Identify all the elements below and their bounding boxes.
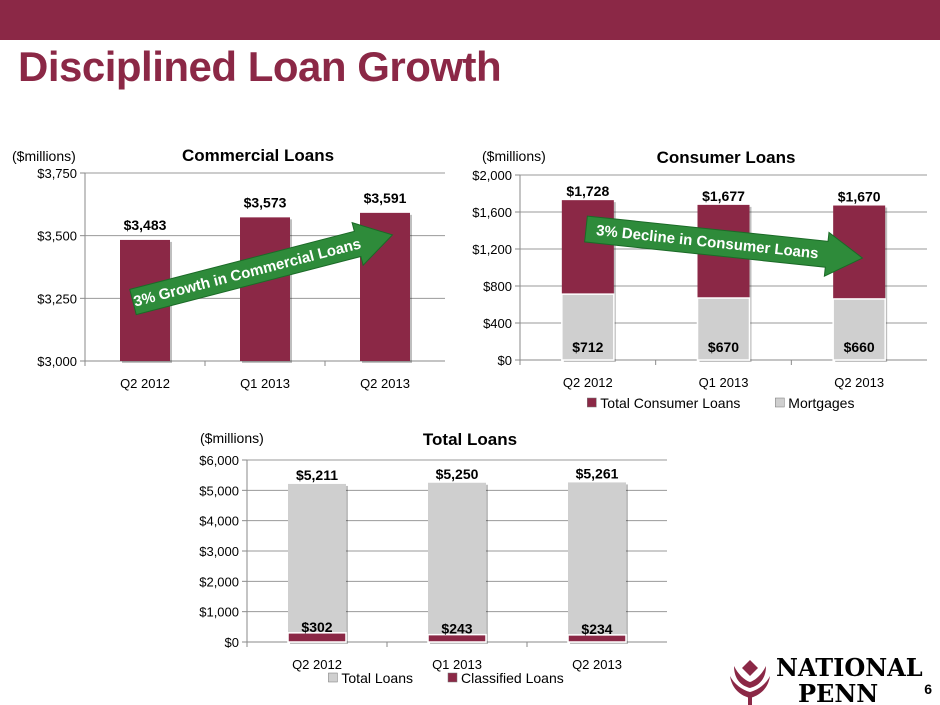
x-tick-label: Q1 2013: [432, 657, 482, 672]
commercial-units-label: ($millions): [12, 148, 76, 164]
total-units-label: ($millions): [200, 430, 264, 446]
commercial-chart-title: Commercial Loans: [182, 146, 334, 165]
legend-swatch: [775, 397, 785, 408]
data-label: $1,677: [702, 188, 745, 204]
x-tick-label: Q1 2013: [240, 376, 290, 391]
legend-entry: Mortgages: [788, 395, 854, 411]
slide-title: Disciplined Loan Growth: [18, 43, 502, 90]
legend-swatch: [587, 397, 597, 408]
bar-commercial: [120, 239, 170, 361]
data-label: $712: [572, 339, 603, 355]
y-tick-label: $2,000: [472, 168, 512, 183]
bar-mortgages: [696, 297, 751, 361]
bar-commercial: [240, 217, 290, 361]
legend-entry: Classified Loans: [461, 670, 564, 686]
bar-commercial: [360, 212, 410, 361]
y-tick-label: $3,500: [37, 229, 77, 244]
legend-entry: Total Consumer Loans: [600, 395, 740, 411]
y-tick-label: $3,250: [37, 291, 77, 306]
data-label: $243: [441, 621, 472, 637]
x-tick-label: Q2 2012: [120, 376, 170, 391]
commercial-loans-chart: ($millions) Commercial Loans $3,000 $3,25…: [12, 146, 445, 391]
data-label: $3,573: [244, 194, 287, 210]
data-label: $1,670: [838, 189, 881, 205]
bar-mortgages: [832, 298, 886, 361]
data-label: $660: [844, 339, 875, 355]
y-tick-label: $3,750: [37, 166, 77, 181]
x-tick-label: Q2 2013: [834, 375, 884, 390]
data-label: $302: [301, 619, 332, 635]
y-tick-label: $1,200: [472, 242, 512, 257]
logo-line-2: PENN: [798, 679, 878, 705]
consumer-chart-title: Consumer Loans: [657, 148, 796, 167]
page-number: 6: [924, 681, 932, 697]
data-label: $3,483: [124, 217, 167, 233]
tulip-icon: [730, 660, 770, 705]
bar-total-loans: [288, 483, 346, 642]
legend-swatch: [328, 672, 338, 683]
data-label: $234: [581, 621, 612, 637]
logo-line-1: NATIONAL: [776, 653, 923, 682]
data-label: $5,211: [296, 467, 338, 483]
y-tick-label: $0: [225, 635, 239, 650]
bar-classified-loans: [287, 632, 347, 643]
total-chart-title: Total Loans: [423, 430, 517, 449]
bar-classified-loans: [567, 634, 627, 643]
bar-mortgages: [561, 293, 615, 361]
consumer-units-label: ($millions): [482, 148, 546, 164]
data-label: $3,591: [364, 190, 407, 206]
top-banner: [0, 0, 940, 40]
data-label: $670: [708, 339, 739, 355]
bar-classified-loans: [427, 633, 487, 643]
legend-swatch: [447, 672, 458, 683]
legend-entry: Total Loans: [341, 670, 413, 686]
y-tick-label: $1,600: [472, 205, 512, 220]
x-tick-label: Q2 2012: [292, 657, 342, 672]
x-tick-label: Q2 2013: [572, 657, 622, 672]
y-tick-label: $2,000: [199, 574, 239, 589]
y-tick-label: $6,000: [199, 453, 239, 468]
data-label: $1,728: [566, 183, 609, 199]
consumer-loans-chart: ($millions) Consumer Loans $0 $400 $800 $1,…: [472, 148, 927, 411]
data-label: $5,250: [436, 466, 479, 482]
data-label: $5,261: [576, 465, 619, 481]
y-tick-label: $3,000: [37, 354, 77, 369]
y-tick-label: $1,000: [199, 605, 239, 620]
x-tick-label: Q2 2013: [360, 376, 410, 391]
y-tick-label: $0: [498, 353, 512, 368]
bar-total-loans: [428, 482, 486, 642]
y-tick-label: $5,000: [199, 483, 239, 498]
y-tick-label: $800: [483, 279, 512, 294]
total-loans-chart: ($millions) Total Loans $0 $1,000 $2,000 $3…: [199, 430, 667, 686]
bar-total-loans: [568, 482, 626, 642]
y-tick-label: $3,000: [199, 544, 239, 559]
x-tick-label: Q2 2012: [563, 375, 613, 390]
y-tick-label: $4,000: [199, 514, 239, 529]
x-tick-label: Q1 2013: [699, 375, 749, 390]
y-tick-label: $400: [483, 316, 512, 331]
national-penn-logo: NATIONAL PENN: [730, 653, 923, 705]
